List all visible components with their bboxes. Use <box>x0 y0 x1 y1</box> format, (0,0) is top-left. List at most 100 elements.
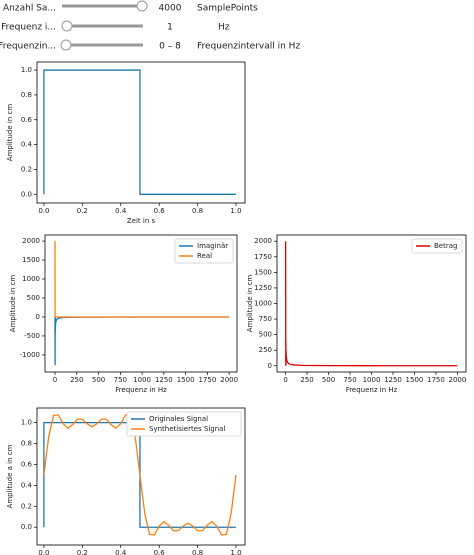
y-tick-label: 1000 <box>22 275 40 283</box>
y-tick-label: 0.8 <box>21 91 32 99</box>
x-tick-label: 0 <box>53 376 57 384</box>
widget-value: 4000 <box>159 4 182 14</box>
y-tick-label: -500 <box>24 332 40 340</box>
widget-unit: SamplePoints <box>197 4 258 14</box>
x-tick-label: 500 <box>92 376 105 384</box>
y-tick-label: 0.2 <box>21 502 32 510</box>
y-tick-label: 1.0 <box>21 66 32 74</box>
x-tick-label: 1000 <box>133 376 151 384</box>
legend-label: Real <box>197 252 212 260</box>
y-tick-label: 0.8 <box>21 440 32 448</box>
x-tick-label: 2000 <box>220 376 238 384</box>
data-line <box>43 69 236 195</box>
y-tick-label: 1750 <box>254 253 272 261</box>
y-tick-label: 0.6 <box>21 460 33 468</box>
chart: 0.00.20.40.60.81.00.00.20.40.60.81.0Zeit… <box>6 407 246 555</box>
y-tick-label: 1250 <box>254 284 272 292</box>
widget-label: Anzahl Sa... <box>3 4 56 14</box>
x-tick-label: 750 <box>114 376 127 384</box>
x-tick-label: 0.6 <box>154 207 166 215</box>
x-tick-label: 0.8 <box>192 549 203 555</box>
data-line <box>284 241 458 367</box>
x-tick-label: 1500 <box>177 376 195 384</box>
y-tick-label: 0.0 <box>21 190 32 198</box>
x-tick-label: 1750 <box>198 376 216 384</box>
y-tick-label: 1500 <box>254 268 272 276</box>
data-line <box>54 316 230 366</box>
y-tick-label: 500 <box>27 294 40 302</box>
widget-unit: Frequenzintervall in Hz <box>197 42 300 52</box>
x-tick-label: 0.2 <box>77 207 88 215</box>
x-tick-label: 1250 <box>384 376 402 384</box>
y-tick-label: 250 <box>259 346 272 354</box>
x-tick-label: 1000 <box>363 376 381 384</box>
x-tick-label: 750 <box>343 376 356 384</box>
data-line <box>43 414 237 536</box>
slider-handle[interactable] <box>60 39 72 51</box>
legend-label: Originales Signal <box>149 415 208 423</box>
y-tick-label: 0.6 <box>21 116 33 124</box>
x-tick-label: 0.4 <box>115 207 127 215</box>
data-line <box>54 241 230 318</box>
legend-box <box>411 238 463 254</box>
y-tick-label: 1000 <box>254 300 272 308</box>
y-tick-label: 0.0 <box>21 523 32 531</box>
x-tick-label: 0.2 <box>77 549 88 555</box>
x-tick-label: 1.0 <box>230 549 241 555</box>
y-axis-label: Amplitude a in cm <box>6 444 14 508</box>
x-tick-label: 0.4 <box>115 549 127 555</box>
x-axis-label: Frequenz in Hz <box>346 386 398 394</box>
x-axis-label: Frequenz in Hz <box>115 386 167 394</box>
slider-handle[interactable] <box>61 20 73 32</box>
x-tick-label: 250 <box>300 376 313 384</box>
y-tick-label: 1500 <box>22 256 40 264</box>
y-tick-label: -1000 <box>20 351 40 359</box>
y-tick-label: 0.2 <box>21 165 32 173</box>
x-tick-label: 0.6 <box>154 549 166 555</box>
legend-label: Synthetisiertes Signal <box>149 425 225 433</box>
x-tick-label: 0 <box>283 376 287 384</box>
widget-row: Frequenzin... 0 – 8 Frequenzintervall in… <box>0 39 300 52</box>
y-axis-label: Amplitude in cm <box>246 275 254 333</box>
x-tick-label: 1750 <box>427 376 445 384</box>
widget-label: Frequenzin... <box>0 42 56 52</box>
slider-handle[interactable] <box>136 0 148 12</box>
plot-frame <box>36 61 246 204</box>
x-tick-label: 0.0 <box>38 207 49 215</box>
legend-label: Betrag <box>434 242 457 250</box>
x-tick-label: 0.8 <box>192 207 203 215</box>
y-axis-label: Amplitude in cm <box>9 275 17 333</box>
x-tick-label: 0.0 <box>38 549 49 555</box>
widget-value: 0 – 8 <box>159 42 181 52</box>
chart: 0 250 500 750 1000 1250 1500 1750 2000-1000-5000… <box>9 234 238 394</box>
plot-frame <box>44 234 238 373</box>
widget-unit: Hz <box>218 23 230 33</box>
y-tick-label: 2000 <box>254 237 272 245</box>
x-tick-label: 1500 <box>406 376 424 384</box>
y-tick-label: 0 <box>268 362 272 370</box>
y-tick-label: 500 <box>259 331 272 339</box>
y-tick-label: 1.0 <box>21 419 32 427</box>
x-tick-label: 1250 <box>155 376 173 384</box>
x-axis-label: Zeit in s <box>127 217 156 225</box>
x-tick-label: 250 <box>70 376 83 384</box>
plot-frame <box>36 407 246 546</box>
y-tick-label: 750 <box>259 315 272 323</box>
y-tick-label: 0 <box>36 313 40 321</box>
legend-label: Imaginär <box>197 242 228 250</box>
y-tick-label: 2000 <box>22 237 40 245</box>
x-tick-label: 2000 <box>448 376 466 384</box>
widget-value: 1 <box>167 23 173 33</box>
y-tick-label: 0.4 <box>21 481 33 489</box>
y-axis-label: Amplitude in cm <box>6 104 14 162</box>
legend-box <box>174 238 234 264</box>
widget-label: Frequenz i... <box>1 23 56 33</box>
widget-row: Frequenz i... 1 Hz <box>1 20 230 33</box>
x-tick-label: 1.0 <box>230 207 241 215</box>
legend-box <box>126 411 242 437</box>
plot-frame <box>276 234 467 373</box>
chart: 0 250 500 750 1000 1250 1500 1750 20000250500750… <box>246 234 467 394</box>
